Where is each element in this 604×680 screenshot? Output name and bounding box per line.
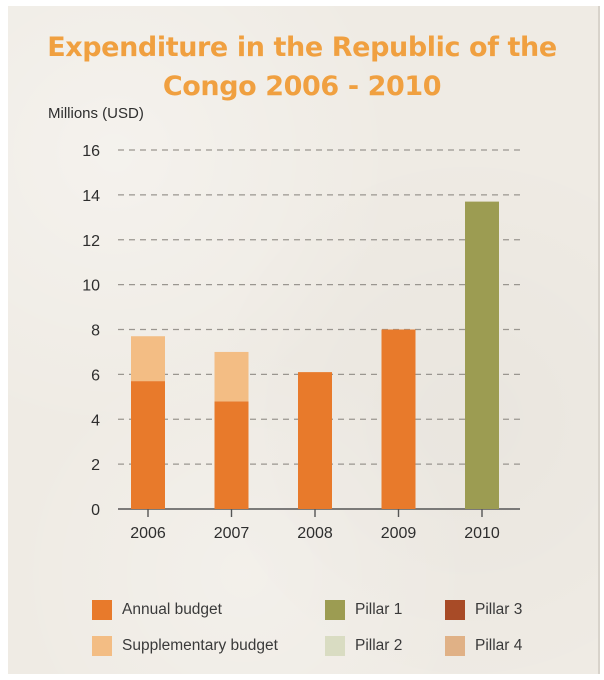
- chart-title: Expenditure in the Republic of the Congo…: [0, 28, 604, 106]
- x-tick-label: 2007: [214, 525, 250, 542]
- y-tick-label: 4: [91, 412, 100, 429]
- y-axis-label: Millions (USD): [48, 105, 144, 122]
- y-tick-label: 6: [91, 367, 100, 384]
- bar-supplementary-budget-2006: [131, 336, 165, 382]
- y-tick-label: 10: [82, 278, 100, 295]
- bar-annual-budget-2007: [214, 401, 249, 509]
- chart-background: [8, 6, 600, 674]
- y-tick-label: 2: [91, 457, 100, 474]
- x-tick-label: 2009: [381, 525, 417, 542]
- y-tick-label: 12: [82, 233, 100, 250]
- y-tick-label: 14: [82, 188, 100, 205]
- bar-pillar-1-2010: [465, 201, 499, 509]
- x-tick-label: 2006: [130, 525, 166, 542]
- bar-annual-budget-2006: [131, 381, 165, 509]
- x-tick-label: 2008: [297, 525, 333, 542]
- bar-annual-budget-2008: [298, 372, 332, 509]
- y-tick-label: 8: [91, 323, 100, 340]
- bar-annual-budget-2009: [381, 329, 416, 509]
- y-tick-label: 0: [91, 502, 100, 519]
- bar-supplementary-budget-2007: [214, 351, 249, 402]
- chart-title-text: Expenditure in the Republic of the Congo…: [47, 32, 557, 102]
- y-tick-label: 16: [82, 143, 100, 160]
- x-tick-label: 2010: [464, 525, 500, 542]
